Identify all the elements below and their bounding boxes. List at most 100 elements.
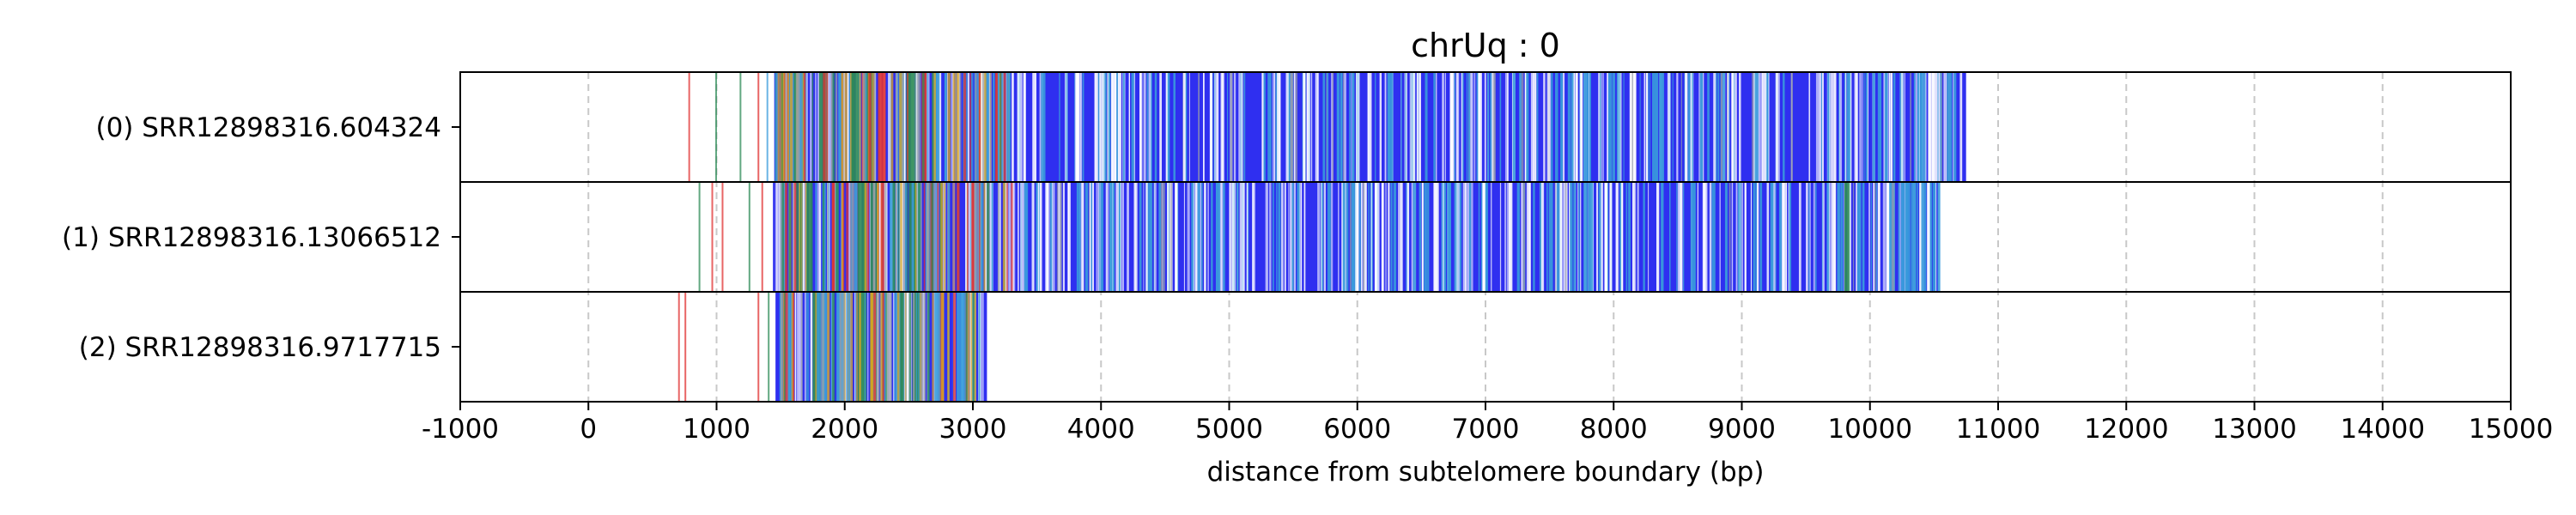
read-stripe bbox=[802, 182, 805, 292]
texture-mark bbox=[937, 182, 939, 292]
read-stripe bbox=[1831, 182, 1834, 292]
texture-mark bbox=[896, 292, 900, 402]
read-stripe bbox=[1643, 182, 1645, 292]
texture-mark bbox=[964, 72, 968, 182]
read-stripe bbox=[1004, 182, 1007, 292]
read-stripe bbox=[1332, 72, 1334, 182]
read-stripe bbox=[1607, 72, 1609, 182]
read-stripe bbox=[1478, 72, 1481, 182]
read-stripe bbox=[1888, 72, 1891, 182]
read-stripe bbox=[1306, 72, 1309, 182]
read-stripe bbox=[1643, 72, 1646, 182]
read-stripe bbox=[1808, 182, 1810, 292]
texture-mark bbox=[787, 72, 790, 182]
read-stripe bbox=[1577, 182, 1579, 292]
accent-mark bbox=[1690, 182, 1695, 292]
read-stripe bbox=[1470, 182, 1473, 292]
read-stripe bbox=[1813, 182, 1815, 292]
read-stripe bbox=[944, 72, 947, 182]
read-stripe bbox=[1456, 182, 1460, 292]
read-stripe bbox=[1118, 182, 1121, 292]
read-stripe bbox=[957, 292, 958, 402]
read-stripe bbox=[1526, 182, 1530, 292]
read-stripe bbox=[1246, 182, 1249, 292]
texture-mark bbox=[923, 292, 927, 402]
read-stripe bbox=[1868, 182, 1870, 292]
read-stripe bbox=[1153, 182, 1157, 292]
read-stripe bbox=[794, 292, 797, 402]
read-stripe bbox=[1349, 182, 1352, 292]
read-stripe bbox=[1637, 182, 1639, 292]
texture-mark bbox=[1002, 72, 1005, 182]
read-stripe bbox=[847, 72, 848, 182]
read-stripe bbox=[1185, 72, 1188, 182]
read-stripe bbox=[1561, 182, 1563, 292]
texture-mark bbox=[932, 72, 935, 182]
texture-mark bbox=[899, 72, 902, 182]
read-stripe bbox=[1195, 182, 1198, 292]
read-stripe bbox=[1628, 182, 1631, 292]
read-stripe bbox=[1865, 72, 1868, 182]
read-stripe bbox=[1905, 182, 1908, 292]
texture-mark bbox=[863, 292, 866, 402]
x-tick-label: 13000 bbox=[2212, 414, 2297, 445]
accent-mark bbox=[1389, 72, 1394, 182]
read-stripe bbox=[1709, 182, 1712, 292]
read-stripe bbox=[1900, 182, 1904, 292]
read-stripe bbox=[1143, 182, 1145, 292]
accent-mark bbox=[857, 292, 866, 402]
read-stripe bbox=[1822, 72, 1824, 182]
read-stripe bbox=[1885, 72, 1888, 182]
read-stripe bbox=[1563, 72, 1565, 182]
texture-mark bbox=[884, 292, 886, 402]
read-stripe bbox=[1357, 72, 1360, 182]
x-tick-label: 6000 bbox=[1323, 414, 1391, 445]
read-stripe bbox=[1900, 72, 1904, 182]
read-stripe bbox=[1546, 182, 1548, 292]
read-stripe bbox=[1100, 182, 1102, 292]
read-stripe bbox=[1048, 182, 1050, 292]
read-stripe bbox=[1351, 182, 1355, 292]
read-stripe bbox=[799, 292, 801, 402]
texture-mark bbox=[804, 72, 806, 182]
read-stripe bbox=[1167, 182, 1170, 292]
read-stripe bbox=[1143, 72, 1146, 182]
x-tick-label: 12000 bbox=[2084, 414, 2169, 445]
texture-mark bbox=[978, 72, 981, 182]
texture-mark bbox=[852, 72, 854, 182]
read-stripe bbox=[1616, 72, 1619, 182]
read-stripe bbox=[1068, 182, 1071, 292]
texture-mark bbox=[900, 182, 902, 292]
read-stripe bbox=[1733, 72, 1735, 182]
read-stripe bbox=[1908, 182, 1911, 292]
read-stripe bbox=[1221, 72, 1224, 182]
read-stripe bbox=[1833, 182, 1837, 292]
texture-mark bbox=[974, 292, 976, 402]
accent-mark bbox=[1588, 182, 1594, 292]
read-stripe bbox=[958, 72, 962, 182]
texture-mark bbox=[788, 182, 792, 292]
read-stripe bbox=[1215, 72, 1218, 182]
texture-mark bbox=[957, 72, 960, 182]
read-stripe bbox=[1091, 182, 1092, 292]
texture-mark bbox=[817, 292, 821, 402]
texture-mark bbox=[978, 292, 981, 402]
read-stripe bbox=[1662, 182, 1664, 292]
texture-mark bbox=[952, 182, 956, 292]
read-stripe bbox=[1556, 182, 1558, 292]
read-stripe bbox=[1132, 72, 1135, 182]
read-stripe bbox=[1363, 182, 1365, 292]
read-stripe bbox=[1031, 182, 1033, 292]
read-stripe bbox=[1388, 182, 1390, 292]
read-stripe bbox=[1131, 72, 1133, 182]
read-stripe bbox=[1329, 182, 1331, 292]
read-stripe bbox=[1084, 182, 1088, 292]
texture-mark bbox=[1006, 182, 1008, 292]
read-stripe bbox=[1882, 182, 1886, 292]
read-stripe bbox=[1778, 182, 1783, 292]
texture-mark bbox=[935, 72, 939, 182]
texture-mark bbox=[895, 182, 898, 292]
read-stripe bbox=[1279, 72, 1281, 182]
texture-mark bbox=[978, 182, 981, 292]
read-stripe bbox=[1076, 182, 1078, 292]
